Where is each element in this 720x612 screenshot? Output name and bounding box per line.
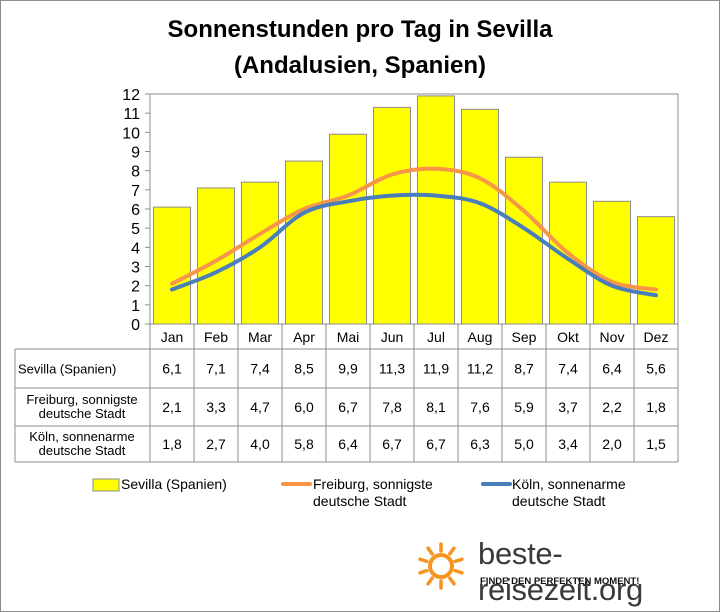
row-header-freiburg: Freiburg, sonnigste — [26, 392, 137, 407]
legend-label-koeln: Köln, sonnenarme deutsche Stadt — [512, 476, 626, 510]
y-tick-label: 4 — [131, 240, 140, 257]
cell-sevilla: 9,9 — [338, 361, 358, 377]
x-tick-label: Jul — [427, 329, 445, 345]
cell-sevilla: 8,7 — [514, 361, 534, 377]
brand-tagline: FINDE DEN PERFEKTEN MOMENT! — [480, 576, 640, 587]
x-tick-label: Apr — [293, 329, 315, 345]
line-freiburg — [170, 166, 658, 292]
cell-sevilla: 11,9 — [423, 361, 449, 377]
x-tick-label: Feb — [204, 329, 228, 345]
cell-freiburg: 7,6 — [470, 399, 490, 415]
cell-freiburg: 6,0 — [294, 399, 314, 415]
legend-label-freiburg: Freiburg, sonnigste deutsche Stadt — [313, 476, 433, 510]
y-tick-label: 10 — [122, 125, 140, 142]
bar-jun — [373, 106, 411, 325]
cell-freiburg: 4,7 — [250, 399, 270, 415]
legend-label-koeln-line2: deutsche Stadt — [512, 493, 606, 509]
cell-koeln: 6,3 — [470, 436, 490, 452]
cell-sevilla: 6,4 — [602, 361, 622, 377]
cell-sevilla: 7,4 — [250, 361, 270, 377]
x-tick-label: Aug — [468, 329, 493, 345]
y-tick-label: 9 — [131, 145, 140, 162]
chart-title-line1: Sonnenstunden pro Tag in Sevilla — [167, 16, 553, 43]
y-tick-label: 0 — [131, 317, 140, 334]
x-tick-label: Sep — [512, 329, 537, 345]
cell-freiburg: 8,1 — [426, 399, 446, 415]
y-tick-label: 8 — [131, 164, 140, 181]
row-header-koeln: deutsche Stadt — [39, 443, 126, 458]
cell-sevilla: 7,4 — [558, 361, 578, 377]
cell-sevilla: 7,1 — [206, 361, 226, 377]
cell-koeln: 5,0 — [514, 436, 534, 452]
x-tick-label: Mar — [248, 329, 272, 345]
cell-sevilla: 8,5 — [294, 361, 314, 377]
bar-jul — [417, 95, 455, 325]
row-header-sevilla: Sevilla (Spanien) — [18, 362, 116, 377]
cell-koeln: 6,4 — [338, 436, 358, 452]
cell-freiburg: 7,8 — [382, 399, 402, 415]
bar-jan — [153, 206, 191, 325]
x-tick-label: Jun — [381, 329, 404, 345]
bar-dez — [637, 216, 675, 325]
cell-sevilla: 11,2 — [467, 361, 493, 377]
cell-freiburg: 5,9 — [514, 399, 534, 415]
legend-label-koeln-line1: Köln, sonnenarme — [512, 476, 626, 492]
cell-koeln: 4,0 — [250, 436, 270, 452]
bar-apr — [285, 160, 323, 325]
y-tick-label: 5 — [131, 221, 140, 238]
cell-koeln: 6,7 — [426, 436, 446, 452]
cell-sevilla: 6,1 — [162, 361, 182, 377]
y-tick-label: 7 — [131, 183, 140, 200]
legend-marker-sevilla — [92, 478, 120, 492]
cell-sevilla: 5,6 — [646, 361, 666, 377]
y-tick-label: 11 — [123, 106, 140, 123]
x-tick-label: Okt — [557, 329, 579, 345]
brand-name: beste-reisezeit.org — [478, 536, 643, 607]
plot-area — [149, 93, 679, 325]
legend-label-freiburg-line2: deutsche Stadt — [313, 493, 407, 509]
y-tick-label: 1 — [131, 298, 140, 315]
bar-mai — [329, 133, 367, 325]
cell-freiburg: 2,2 — [602, 399, 622, 415]
bar-nov — [593, 200, 631, 325]
bar-feb — [197, 187, 235, 325]
bar-mar — [241, 181, 279, 325]
x-tick-label: Nov — [600, 329, 625, 345]
cell-koeln: 3,4 — [558, 436, 578, 452]
chart-title-line2: (Andalusien, Spanien) — [233, 52, 487, 79]
row-header-freiburg: deutsche Stadt — [39, 406, 126, 421]
bar-aug — [461, 108, 499, 325]
y-tick-label: 6 — [131, 202, 140, 219]
legend-label-freiburg-line1: Freiburg, sonnigste — [313, 476, 433, 492]
cell-koeln: 2,0 — [602, 436, 622, 452]
cell-sevilla: 11,3 — [379, 361, 405, 377]
x-tick-label: Dez — [644, 329, 669, 345]
line-koeln — [170, 192, 658, 298]
bar-sep — [505, 156, 543, 325]
y-tick-label: 3 — [131, 260, 140, 277]
cell-freiburg: 3,7 — [558, 399, 578, 415]
y-tick-label: 12 — [122, 87, 140, 104]
cell-freiburg: 6,7 — [338, 399, 358, 415]
cell-koeln: 5,8 — [294, 436, 314, 452]
legend-label-sevilla: Sevilla (Spanien) — [121, 476, 227, 492]
cell-koeln: 2,7 — [206, 436, 226, 452]
cell-freiburg: 3,3 — [206, 399, 226, 415]
cell-freiburg: 1,8 — [646, 399, 666, 415]
sun-icon — [418, 542, 464, 590]
cell-koeln: 1,8 — [162, 436, 182, 452]
y-tick-label: 2 — [131, 279, 140, 296]
x-tick-label: Jan — [161, 329, 184, 345]
x-tick-label: Mai — [337, 329, 360, 345]
cell-freiburg: 2,1 — [162, 399, 182, 415]
cell-koeln: 1,5 — [646, 436, 666, 452]
cell-koeln: 6,7 — [382, 436, 402, 452]
row-header-koeln: Köln, sonnenarme — [29, 429, 135, 444]
